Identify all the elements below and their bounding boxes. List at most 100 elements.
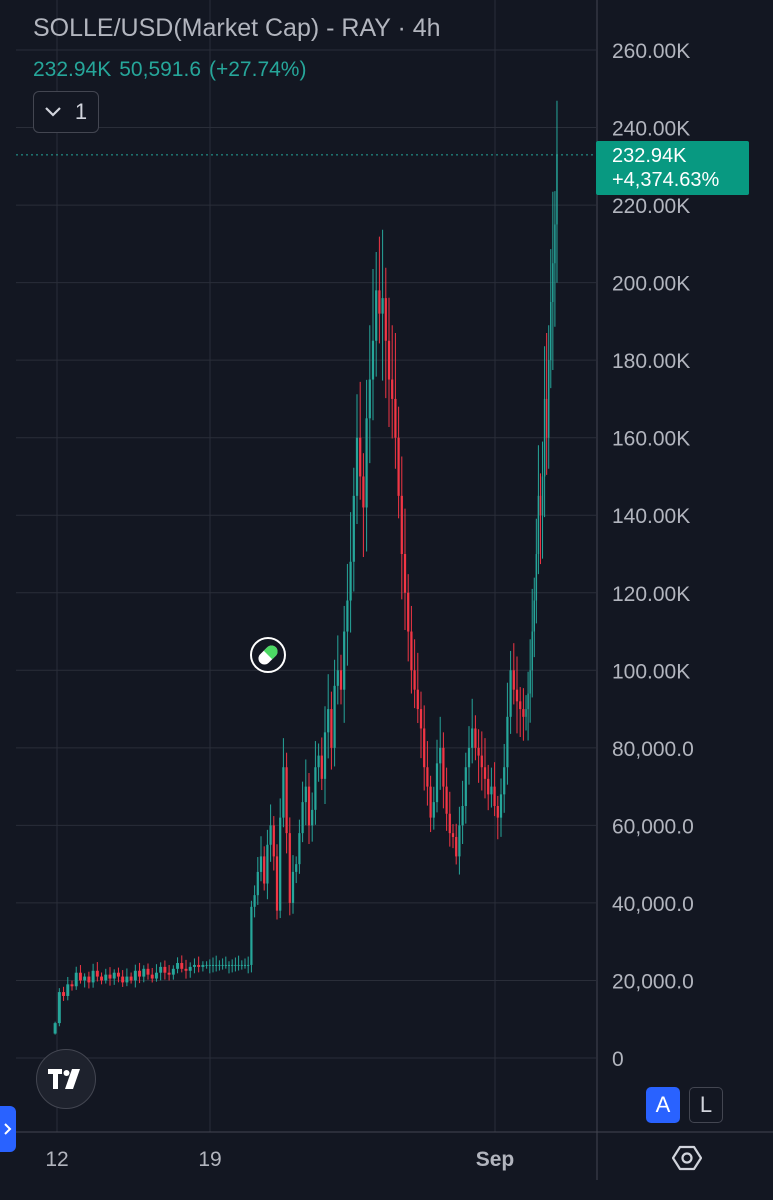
candle-body [467,747,471,768]
pill-icon[interactable] [250,637,286,673]
candle-body [240,964,243,966]
candle [410,605,413,694]
candle [346,563,349,666]
candle [295,856,298,884]
last-price-tag: 232.94K +4,374.63% [596,141,749,195]
candle-body [503,767,506,795]
candle [493,762,496,817]
candle [57,988,61,1027]
candle [519,687,522,737]
candle-body [154,972,158,979]
candle-body [410,631,413,671]
candle-body [445,786,448,814]
settings-icon[interactable] [672,1143,702,1173]
tradingview-logo-icon[interactable] [36,1049,96,1109]
candle [66,976,70,1001]
candle-body [104,974,108,981]
candle [496,795,499,840]
candle [525,695,527,731]
candle [215,955,218,972]
candle-body [311,809,314,826]
candle-body [83,976,87,981]
candle-body [78,972,82,981]
log-scale-button[interactable]: L [689,1087,723,1123]
candle-body [451,833,455,838]
candle [197,956,201,973]
candle [333,659,336,767]
candle [62,986,66,1001]
candle [279,798,282,919]
candle-body [256,871,259,896]
candle-body [150,974,154,979]
candle [112,969,116,985]
candle [53,1021,57,1035]
candle [407,574,410,662]
candle-body [496,806,499,818]
candle [535,518,538,624]
candle [70,980,74,991]
candle-body [253,895,256,907]
candle [397,406,400,519]
candle-body [435,763,439,803]
candle-body [416,689,419,710]
candle-body [163,966,167,973]
candle-body [487,778,490,795]
legend-change-abs: 50,591.6 [119,58,201,81]
candle-body [167,972,171,975]
candle [288,817,291,916]
candle-body [121,976,125,983]
candle-body [159,966,163,973]
candle [509,650,512,734]
candle-body [423,728,426,768]
candle [146,963,150,980]
candle-body [403,554,407,593]
candle [330,691,333,770]
candle [104,968,108,984]
candle-body [295,864,298,872]
candle-body [464,767,467,806]
y-axis-ticks: 0 20,000.0 40,000.0 60,000.0 80,000.0 100.00K… [612,40,694,1071]
candle-body [184,968,188,971]
candle [269,804,272,862]
candle [378,236,381,344]
candle-body [269,825,272,845]
candle-body [221,964,224,966]
candle-body [298,833,301,865]
candle-body [552,263,554,302]
candle-body [108,974,112,979]
candle-body [413,670,416,690]
x-axis-ticks: 12 19 Sep [45,1148,514,1171]
candle [349,512,352,633]
candle [163,960,167,980]
y-tick-label: 60,000.0 [612,815,694,838]
candle [224,956,227,969]
y-tick-label: 200.00K [612,273,690,296]
auto-scale-button[interactable]: A [646,1087,680,1123]
candle [533,577,536,658]
candle [506,682,509,785]
y-tick-label: 160.00K [612,428,690,451]
candle [487,764,490,811]
candle-body [368,379,371,419]
candle-body [211,964,215,966]
candle [464,752,467,824]
collapse-indicators-button[interactable]: 1 [33,91,99,133]
candle [547,325,550,469]
candle-body [237,964,240,966]
candle-body [218,964,221,966]
candle-body [499,794,503,818]
candle [154,964,158,982]
candle [263,846,266,891]
candle-body [349,561,352,601]
candle [116,967,120,983]
candle-body [91,970,95,983]
candle-body [285,767,288,834]
candle-body [458,825,461,857]
expand-panel-tab[interactable] [0,1106,16,1152]
candle-body [529,670,531,694]
candle [543,346,546,518]
candle [285,752,288,854]
candle-body [397,437,400,496]
candle [381,229,384,381]
